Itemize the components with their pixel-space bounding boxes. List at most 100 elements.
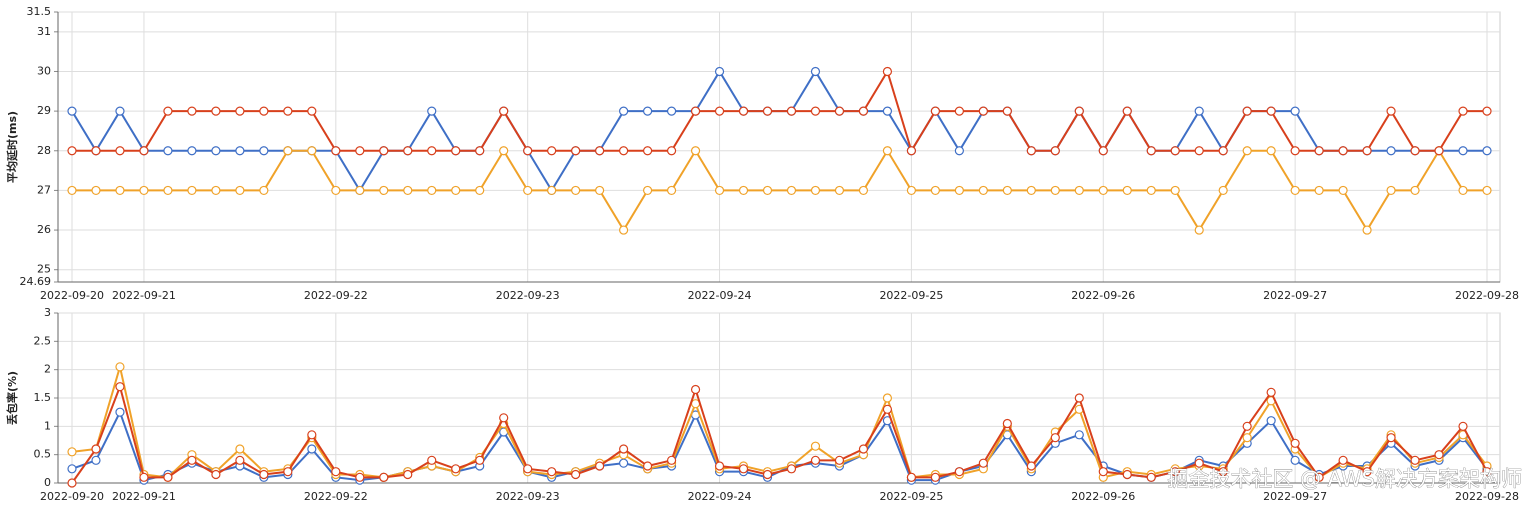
y-tick-label: 27 bbox=[37, 183, 51, 196]
point bbox=[786, 185, 797, 196]
point bbox=[595, 185, 605, 196]
x-tick-label: 2022-09-28 bbox=[1455, 490, 1519, 503]
y-tick-label: 26 bbox=[37, 223, 51, 236]
point bbox=[954, 185, 964, 196]
point bbox=[115, 382, 125, 392]
point bbox=[1290, 106, 1300, 116]
point bbox=[954, 106, 964, 116]
point bbox=[1002, 106, 1012, 116]
point bbox=[571, 469, 581, 480]
point bbox=[1074, 185, 1084, 196]
point bbox=[307, 430, 317, 440]
point bbox=[379, 185, 389, 196]
point bbox=[1218, 146, 1228, 156]
point bbox=[499, 146, 509, 156]
point bbox=[67, 146, 77, 156]
point bbox=[403, 185, 413, 196]
point bbox=[762, 469, 773, 480]
point bbox=[690, 106, 701, 116]
series-line bbox=[71, 69, 1487, 193]
x-tick-label: 2022-09-21 bbox=[112, 289, 176, 302]
point bbox=[714, 185, 725, 196]
point bbox=[978, 458, 988, 468]
point bbox=[595, 146, 605, 156]
x-tick-label: 2022-09-24 bbox=[688, 289, 752, 302]
point bbox=[619, 146, 629, 156]
point bbox=[1410, 146, 1420, 156]
point bbox=[475, 185, 485, 196]
point bbox=[882, 106, 893, 116]
point bbox=[1458, 421, 1468, 431]
point bbox=[235, 106, 245, 116]
y-tick-label: 2.5 bbox=[34, 334, 52, 347]
point bbox=[1026, 461, 1036, 471]
point bbox=[1122, 185, 1132, 196]
point bbox=[1482, 467, 1492, 477]
point bbox=[1002, 418, 1012, 429]
point bbox=[1362, 225, 1372, 235]
point bbox=[115, 407, 125, 417]
point bbox=[1290, 438, 1300, 448]
point bbox=[1170, 467, 1180, 477]
point bbox=[1074, 393, 1084, 403]
point bbox=[954, 467, 964, 477]
point bbox=[499, 413, 509, 423]
series-line bbox=[71, 366, 1488, 479]
point bbox=[1266, 387, 1276, 397]
point bbox=[930, 472, 940, 482]
point bbox=[858, 444, 869, 454]
point bbox=[211, 469, 221, 480]
y-tick-label: 30 bbox=[37, 64, 51, 77]
point bbox=[1146, 146, 1156, 156]
point bbox=[1266, 416, 1276, 426]
x-tick-label: 2022-09-26 bbox=[1071, 490, 1135, 503]
y-tick-label: 31.5 bbox=[27, 5, 52, 18]
point bbox=[882, 66, 893, 77]
point bbox=[1338, 185, 1348, 196]
point bbox=[331, 185, 341, 196]
point bbox=[738, 185, 749, 196]
point bbox=[211, 106, 221, 116]
point bbox=[690, 146, 701, 156]
point bbox=[1386, 106, 1396, 116]
point bbox=[1410, 455, 1420, 465]
point bbox=[1410, 185, 1420, 196]
point bbox=[1290, 146, 1300, 156]
point bbox=[1098, 467, 1108, 477]
point bbox=[307, 444, 317, 454]
point bbox=[1458, 106, 1468, 116]
point bbox=[810, 106, 821, 116]
point bbox=[355, 472, 365, 482]
point bbox=[571, 146, 581, 156]
point bbox=[1338, 455, 1348, 465]
point bbox=[163, 472, 173, 482]
point bbox=[642, 185, 653, 196]
point bbox=[1266, 146, 1276, 156]
point bbox=[259, 185, 269, 196]
point bbox=[1362, 146, 1372, 156]
point bbox=[331, 467, 341, 477]
point bbox=[882, 404, 893, 414]
point bbox=[91, 444, 101, 454]
x-tick-label: 2022-09-21 bbox=[112, 490, 176, 503]
point bbox=[810, 66, 821, 77]
point bbox=[1026, 146, 1036, 156]
point bbox=[547, 467, 557, 477]
y-tick-label: 1.5 bbox=[34, 391, 52, 404]
point bbox=[163, 146, 173, 156]
x-tick-label: 2022-09-26 bbox=[1071, 289, 1135, 302]
point bbox=[235, 455, 245, 465]
watermark: 掘金技术社区 @ AWS解决方案架构师 bbox=[1167, 467, 1522, 491]
point bbox=[738, 106, 749, 116]
point bbox=[91, 185, 101, 196]
point bbox=[1458, 146, 1468, 156]
point bbox=[403, 146, 413, 156]
point bbox=[427, 185, 437, 196]
point bbox=[1074, 430, 1084, 440]
point bbox=[547, 146, 557, 156]
x-tick-label: 2022-09-27 bbox=[1263, 490, 1327, 503]
x-tick-label: 2022-09-24 bbox=[688, 490, 752, 503]
point bbox=[283, 146, 293, 156]
point bbox=[1242, 146, 1252, 156]
point bbox=[1170, 185, 1180, 196]
